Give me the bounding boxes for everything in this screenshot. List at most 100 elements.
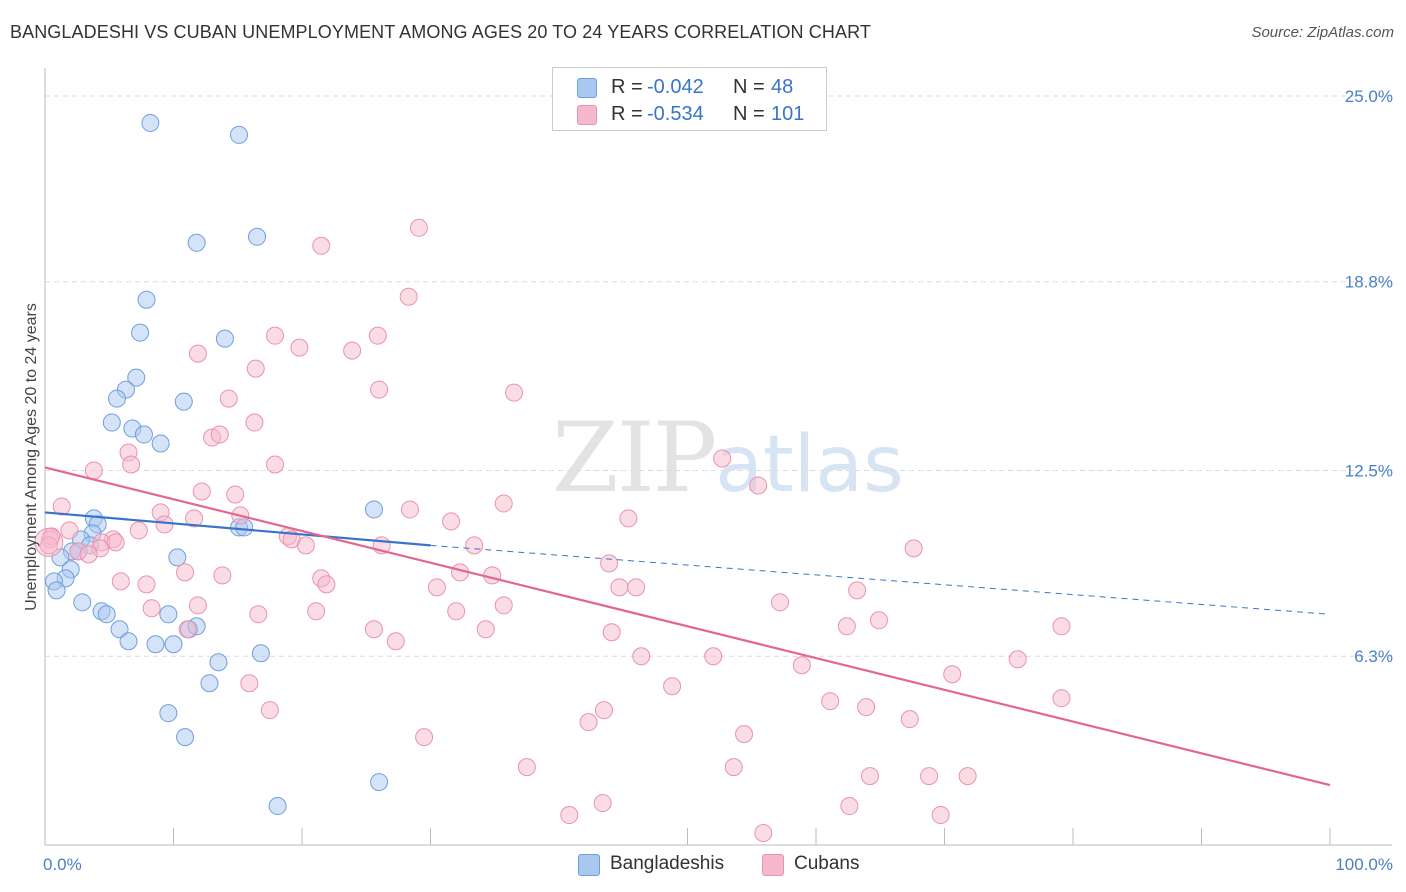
point-cubans (122, 455, 141, 474)
legend-r-label: R = (611, 76, 643, 98)
point-cubans (821, 692, 840, 711)
point-cubans (399, 287, 418, 306)
correlation-legend: R = -0.042 N = 48 R = -0.534 N = 101 (552, 67, 827, 131)
point-bangladeshis (209, 653, 228, 672)
grid-lines (45, 95, 1392, 657)
point-cubans (79, 545, 98, 564)
point-cubans (860, 767, 879, 786)
point-cubans (246, 359, 265, 378)
axes (44, 68, 1392, 846)
point-cubans (494, 596, 513, 615)
point-bangladeshis (200, 674, 219, 693)
point-cubans (188, 344, 207, 363)
data-points (34, 113, 1071, 843)
legend-n-value: 101 (771, 103, 805, 125)
point-cubans (34, 527, 64, 557)
point-bangladeshis (187, 233, 206, 252)
point-cubans (465, 536, 484, 555)
point-cubans (226, 485, 245, 504)
point-cubans (307, 602, 326, 621)
point-cubans (219, 389, 238, 408)
point-bangladeshis (215, 329, 234, 348)
x-tick-label: 100.0% (1335, 855, 1393, 874)
point-cubans (370, 380, 389, 399)
point-cubans (593, 794, 612, 813)
point-cubans (245, 413, 264, 432)
point-bangladeshis (47, 581, 66, 600)
point-cubans (290, 338, 309, 357)
point-cubans (442, 512, 461, 531)
point-cubans (386, 632, 405, 651)
legend-n-value: 48 (771, 76, 794, 98)
point-cubans (266, 455, 285, 474)
point-cubans (724, 758, 743, 777)
point-cubans (106, 533, 125, 552)
point-cubans (735, 725, 754, 744)
point-cubans (632, 647, 651, 666)
point-cubans (771, 593, 790, 612)
point-cubans (296, 536, 315, 555)
y-tick-label: 12.5% (1345, 461, 1393, 480)
point-cubans (619, 509, 638, 528)
point-cubans (317, 575, 336, 594)
point-bangladeshis (159, 605, 178, 624)
point-cubans (579, 713, 598, 732)
legend-r-label: R = (611, 103, 643, 125)
point-cubans (427, 578, 446, 597)
legend-n-label: N = (733, 103, 765, 125)
watermark: ZIPatlas (552, 402, 904, 514)
point-cubans (663, 677, 682, 696)
chart-title: BANGLADESHI VS CUBAN UNEMPLOYMENT AMONG … (10, 22, 871, 42)
point-cubans (931, 806, 950, 825)
point-bangladeshis (127, 368, 146, 387)
point-bangladeshis (51, 548, 70, 567)
legend-swatch-cubans (577, 105, 597, 125)
point-bangladeshis (168, 548, 187, 567)
point-cubans (505, 383, 524, 402)
point-cubans (837, 617, 856, 636)
point-cubans (364, 620, 383, 639)
point-cubans (1052, 689, 1071, 708)
point-cubans (869, 611, 888, 630)
point-cubans (900, 710, 919, 729)
point-cubans (920, 767, 939, 786)
legend-label-bangladeshis: Bangladeshis (610, 853, 725, 874)
point-cubans (409, 218, 428, 237)
watermark-zip: ZIP (552, 402, 717, 514)
point-bangladeshis (268, 797, 287, 816)
legend-swatch-bangladeshis (577, 78, 597, 98)
point-cubans (754, 824, 773, 843)
point-bangladeshis (110, 620, 129, 639)
point-cubans (704, 647, 723, 666)
point-cubans (792, 656, 811, 675)
tick-labels: 6.3% 12.5% 18.8% 25.0% 0.0% 100.0% (43, 87, 1393, 874)
point-cubans (840, 797, 859, 816)
point-cubans (368, 326, 387, 345)
point-cubans (185, 509, 204, 528)
watermark-atlas: atlas (715, 420, 904, 510)
point-cubans (39, 536, 58, 555)
point-bangladeshis (370, 773, 389, 792)
point-bangladeshis (248, 227, 267, 246)
point-cubans (1008, 650, 1027, 669)
legend-swatch-bangladeshis (578, 854, 600, 876)
point-cubans (958, 767, 977, 786)
point-bangladeshis (251, 644, 270, 663)
point-cubans (447, 602, 466, 621)
point-cubans (343, 341, 362, 360)
point-cubans (142, 599, 161, 618)
point-cubans (249, 605, 268, 624)
y-tick-label: 18.8% (1345, 273, 1393, 292)
point-cubans (210, 425, 229, 444)
point-cubans (713, 449, 732, 468)
legend-r-value: -0.042 (647, 76, 704, 98)
point-cubans (178, 620, 197, 639)
point-cubans (627, 578, 646, 597)
trend-line-bangladeshis-extension (430, 544, 1331, 615)
point-cubans (60, 521, 79, 540)
point-cubans (240, 674, 259, 693)
point-bangladeshis (107, 389, 126, 408)
point-cubans (494, 494, 513, 513)
point-cubans (188, 596, 207, 615)
